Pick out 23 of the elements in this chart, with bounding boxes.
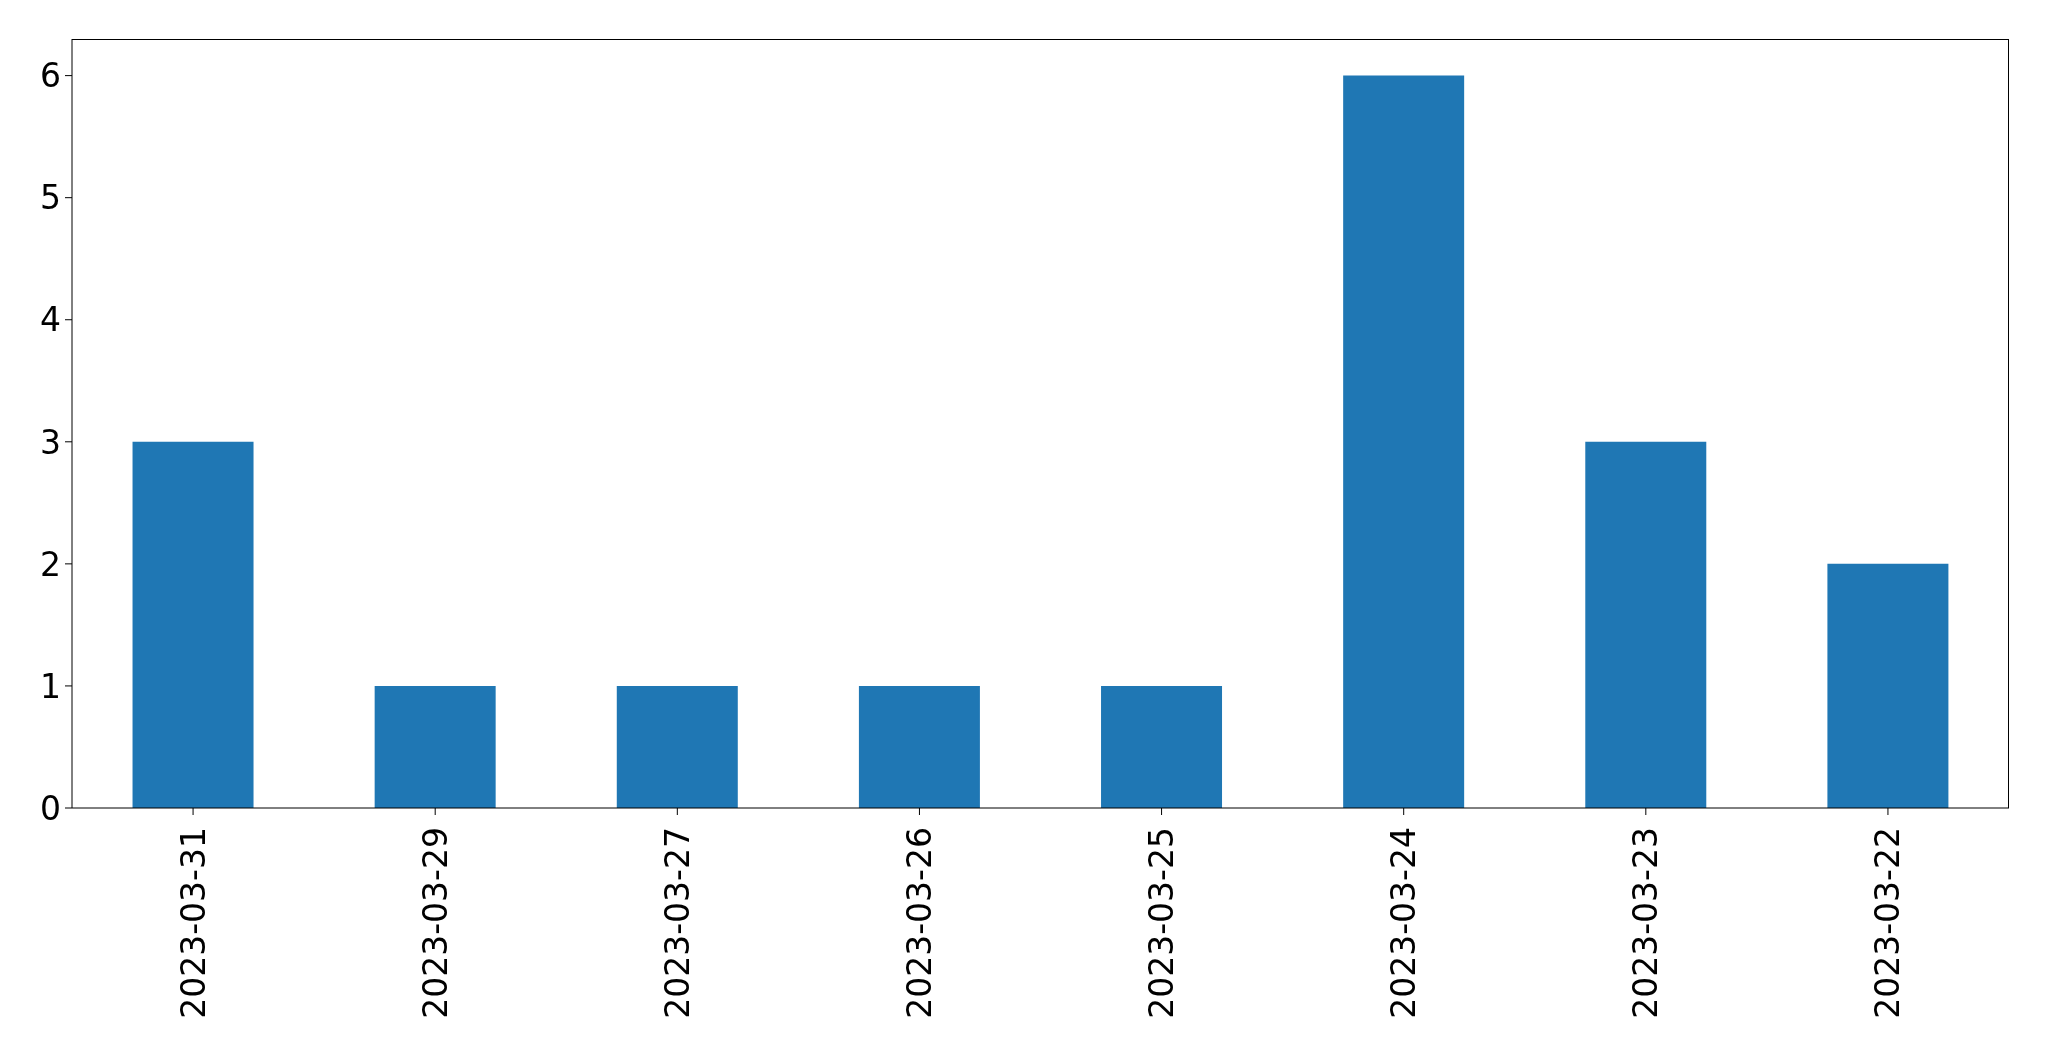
bar [1101,685,1223,808]
y-tick-label: 6 [40,56,61,96]
bar [374,685,496,808]
y-tick-label: 2 [40,544,61,584]
x-tick-label: 2023-03-27 [657,827,697,1019]
bar [858,685,980,808]
y-tick-label: 1 [40,666,61,706]
y-tick-label: 5 [40,178,61,218]
x-tick-label: 2023-03-24 [1384,827,1424,1019]
x-tick-label: 2023-03-26 [899,827,939,1019]
y-tick-label: 3 [40,422,61,462]
x-tick-label: 2023-03-25 [1142,827,1182,1019]
bar [1585,441,1707,808]
y-tick-label: 4 [40,300,61,340]
x-tick-label: 2023-03-23 [1626,827,1666,1019]
bar [1343,75,1465,808]
x-tick-label: 2023-03-29 [415,827,455,1019]
bar [132,441,254,808]
x-tick-label: 2023-03-22 [1868,827,1908,1019]
x-tick-label: 2023-03-31 [173,827,213,1019]
bar [616,685,738,808]
y-tick-label: 0 [40,788,61,828]
bar [1827,563,1949,808]
